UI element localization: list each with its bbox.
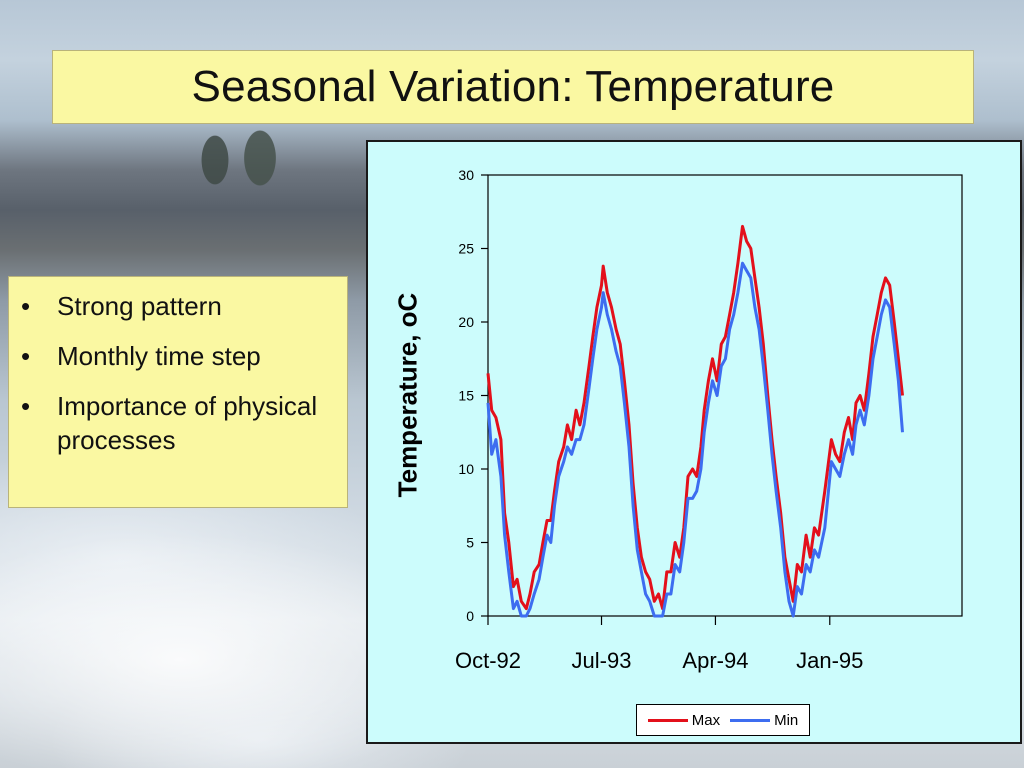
- bullet-dot: •: [21, 291, 31, 321]
- bullet-item: • Importance of physical processes: [21, 389, 339, 457]
- y-tick-label: 10: [458, 461, 474, 477]
- slide-title: Seasonal Variation: Temperature: [191, 62, 835, 111]
- x-tick-label: Oct-92: [455, 648, 521, 673]
- legend-label-min: Min: [774, 711, 799, 729]
- legend-label-max: Max: [691, 711, 721, 729]
- plot-area-frame: [487, 174, 963, 617]
- bullet-list: • Strong pattern • Monthly time step • I…: [21, 289, 339, 457]
- bullet-text: Monthly time step: [57, 341, 261, 371]
- title-box: Seasonal Variation: Temperature: [52, 50, 974, 124]
- legend-entry-max: Max: [647, 711, 721, 729]
- chart-panel: [366, 140, 1022, 744]
- bullet-item: • Strong pattern: [21, 289, 339, 323]
- y-tick-label: 25: [458, 241, 474, 257]
- bullet-text: Strong pattern: [57, 291, 222, 321]
- y-tick-label: 30: [458, 167, 474, 183]
- x-tick-label: Jan-95: [796, 648, 863, 673]
- chart-legend: Max Min: [636, 704, 810, 736]
- y-tick-label: 5: [466, 535, 474, 551]
- bullet-dot: •: [21, 391, 31, 421]
- y-axis-label: Temperature, oC: [392, 292, 423, 498]
- legend-entry-min: Min: [730, 712, 798, 729]
- bullet-box: • Strong pattern • Monthly time step • I…: [8, 276, 348, 508]
- background-trees: [190, 120, 300, 190]
- legend-swatch-max: [647, 718, 688, 722]
- x-tick-label: Apr-94: [682, 648, 748, 673]
- series-line-min: [486, 261, 904, 618]
- bullet-text: Importance of physical processes: [57, 391, 318, 455]
- legend-swatch-min: [730, 718, 771, 722]
- y-tick-label: 15: [458, 388, 474, 404]
- y-tick-label: 0: [466, 608, 474, 624]
- bullet-item: • Monthly time step: [21, 339, 339, 373]
- x-tick-label: Jul-93: [572, 648, 632, 673]
- bullet-dot: •: [21, 341, 31, 371]
- series-line-max: [486, 224, 904, 611]
- y-tick-label: 20: [458, 314, 474, 330]
